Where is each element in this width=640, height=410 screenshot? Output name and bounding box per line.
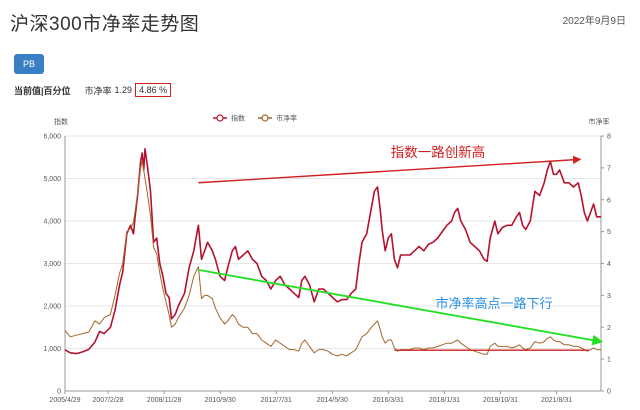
- left-tick-label: 0: [57, 389, 61, 396]
- legend-marker: [216, 114, 224, 122]
- x-tick-label: 2021/8/31: [541, 397, 572, 404]
- x-tick-label: 2012/7/31: [261, 397, 292, 404]
- index-trend-arrow: [198, 155, 582, 184]
- right-tick-label: 3: [607, 293, 611, 300]
- left-tick-label: 4,000: [43, 219, 61, 226]
- right-tick-label: 1: [607, 357, 611, 364]
- stat-label: 当前值|百分位: [14, 85, 71, 96]
- page-date: 2022年9月9日: [562, 16, 626, 27]
- right-axis-title: 市净率: [589, 117, 610, 126]
- stat-row: 当前值|百分位 市净率 1.29 4.86 %: [14, 83, 172, 97]
- legend-marker: [261, 114, 269, 122]
- x-tick-label: 2010/9/30: [205, 397, 236, 404]
- left-tick-label: 1,000: [43, 346, 61, 353]
- legend-label-pb: 市净率: [276, 114, 297, 123]
- annotation-index-new-high: 指数一路创新高: [391, 144, 486, 160]
- pb-button[interactable]: PB: [14, 54, 44, 74]
- x-tick-label: 2008/11/28: [147, 397, 182, 404]
- right-tick-label: 8: [607, 134, 611, 141]
- page-title: 沪深300市净率走势图: [10, 14, 200, 35]
- x-tick-label: 2018/1/31: [429, 397, 460, 404]
- left-tick-label: 2,000: [43, 304, 61, 311]
- pb-series-line: [64, 161, 602, 357]
- left-tick-label: 6,000: [43, 134, 61, 141]
- stat-percentile-badge: 4.86 %: [135, 83, 172, 97]
- right-tick-label: 6: [607, 197, 611, 204]
- stat-metric-value: 1.29: [114, 85, 133, 95]
- right-tick-label: 2: [607, 325, 611, 332]
- x-tick-label: 2005/4/29: [49, 397, 80, 404]
- annotation-pb-decline: 市净率高点一路下行: [435, 296, 552, 311]
- index-series-line: [64, 148, 601, 355]
- right-tick-label: 7: [607, 165, 611, 172]
- x-tick-label: 2019/10/31: [483, 397, 518, 404]
- legend-label-index: 指数: [231, 114, 245, 123]
- right-tick-label: 5: [607, 229, 611, 236]
- right-tick-label: 4: [607, 261, 611, 268]
- x-tick-label: 2007/2/28: [92, 397, 123, 404]
- left-tick-label: 5,000: [43, 176, 61, 183]
- x-tick-label: 2016/3/31: [373, 397, 404, 404]
- pb-trend-arrow: [198, 268, 604, 346]
- right-tick-label: 0: [607, 389, 611, 396]
- left-axis-title: 指数: [54, 117, 68, 126]
- left-tick-label: 3,000: [43, 261, 61, 268]
- stat-metric-name: 市净率: [84, 85, 112, 96]
- x-tick-label: 2014/5/30: [317, 397, 348, 404]
